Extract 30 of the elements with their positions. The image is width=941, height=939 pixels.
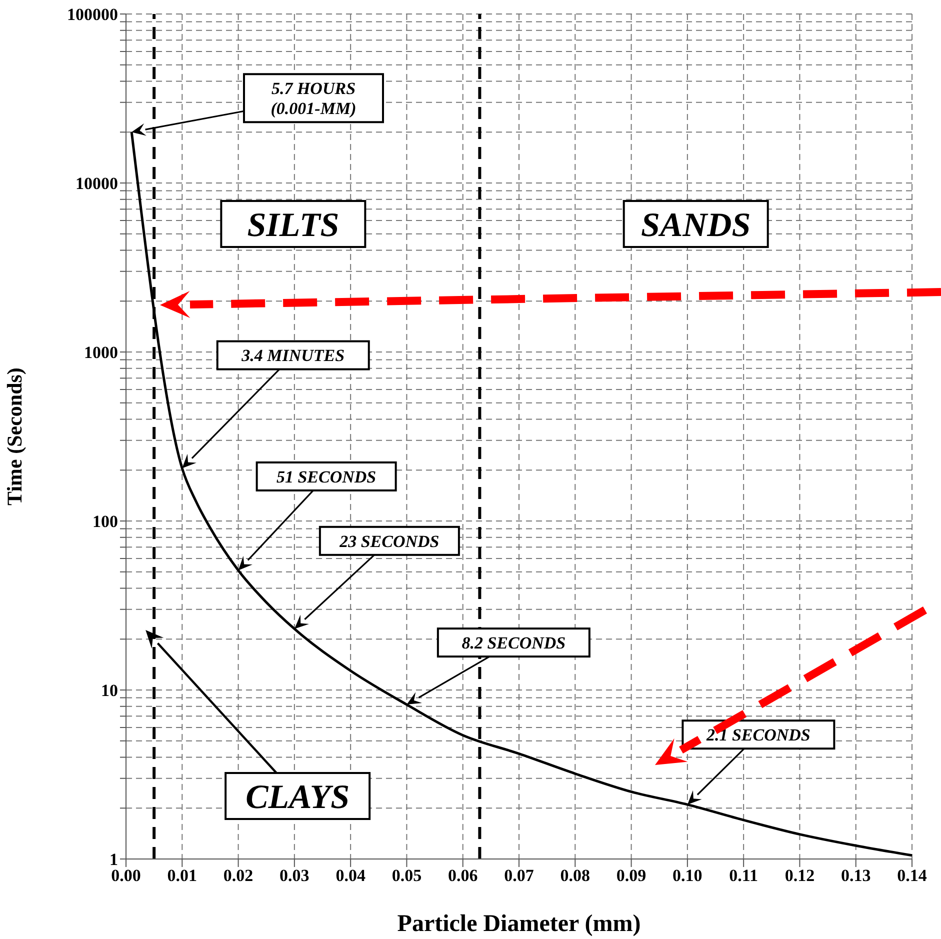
annotation: 5.7 HOURS (0.001-MM) <box>270 79 356 118</box>
x-tick-label: 0.09 <box>616 866 646 886</box>
x-axis-title: Particle Diameter (mm) <box>397 911 641 937</box>
x-tick-label: 0.11 <box>729 866 758 886</box>
x-tick-label: 0.14 <box>897 866 928 886</box>
x-tick-label: 0.01 <box>167 866 198 886</box>
annotation: 8.2 SECONDS <box>462 633 566 652</box>
x-tick-label: 0.13 <box>840 866 871 886</box>
x-tick-label: 0.12 <box>784 866 815 886</box>
annotation: SANDS <box>641 206 751 244</box>
y-tick-label: 100 <box>92 512 118 532</box>
x-tick-label: 0.03 <box>280 866 310 886</box>
annotation: 2.1 SECONDS <box>705 726 810 745</box>
x-tick-label: 0.10 <box>672 866 702 886</box>
x-tick-label: 0.08 <box>560 866 590 886</box>
x-tick-label: 0.05 <box>392 866 422 886</box>
y-tick-label: 1000 <box>84 343 118 362</box>
y-axis-title: Time (Seconds) <box>2 368 26 506</box>
annotation: 51 SECONDS <box>276 467 376 486</box>
x-tick-label: 0.06 <box>448 866 478 886</box>
y-tick-label: 10000 <box>76 174 118 194</box>
annotation: 23 SECONDS <box>338 532 440 551</box>
x-tick-label: 0.04 <box>336 866 366 886</box>
annotation: CLAYS <box>246 778 350 816</box>
x-tick-label: 0.02 <box>223 866 254 886</box>
annotation: SILTS <box>247 206 340 244</box>
x-tick-label: 0.07 <box>504 866 534 886</box>
y-tick-label: 10 <box>101 681 118 700</box>
annotation: 3.4 MINUTES <box>240 346 345 366</box>
y-tick-label: 100000 <box>67 5 118 24</box>
